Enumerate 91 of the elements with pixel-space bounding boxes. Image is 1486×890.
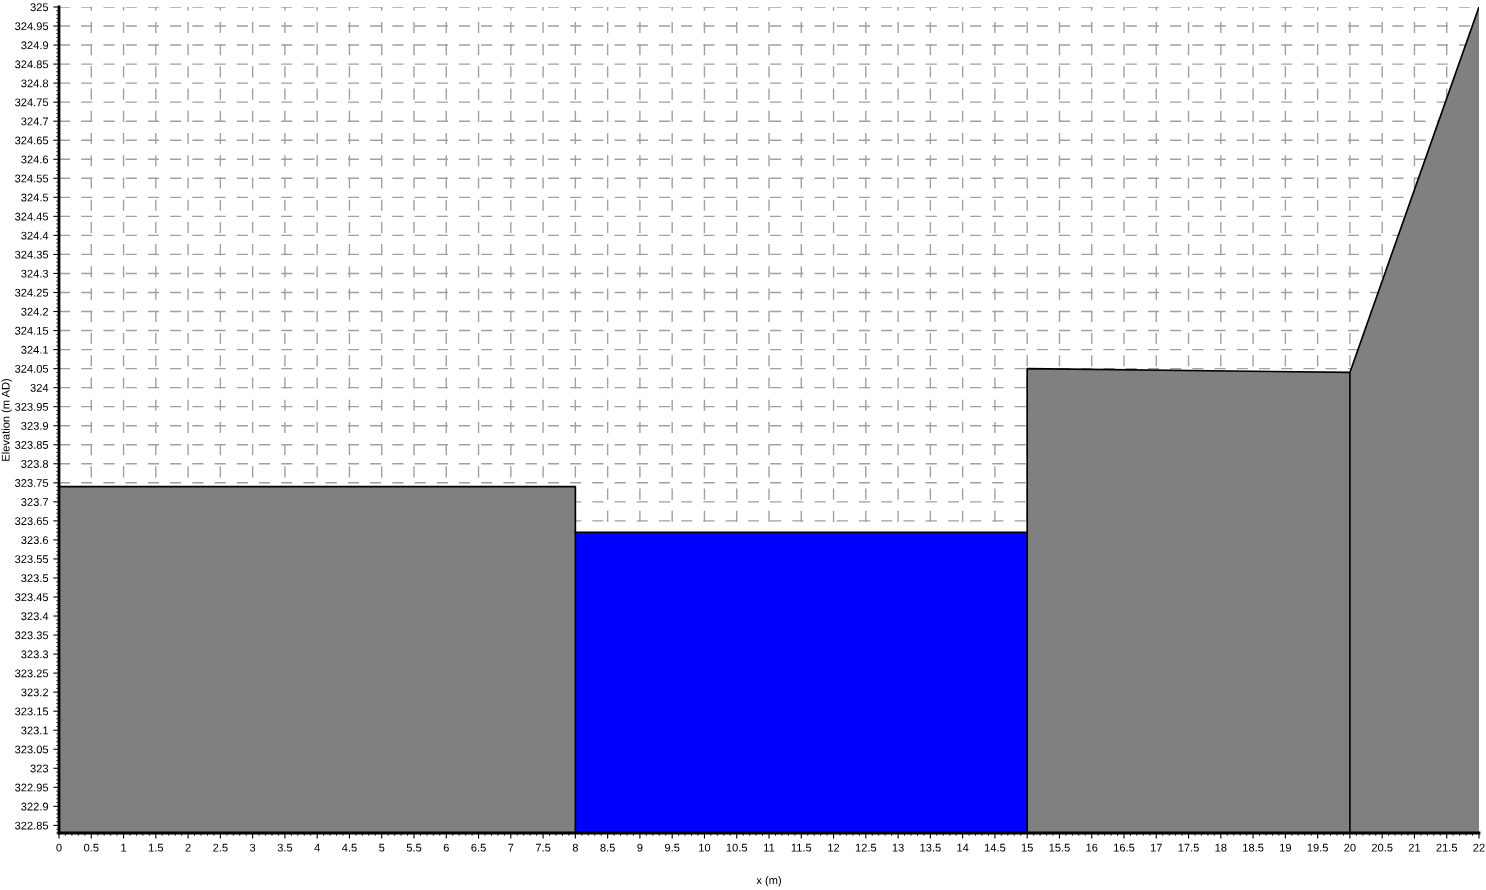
x-tick-label: 22: [1473, 843, 1485, 852]
y-tick-label: 324.2: [21, 307, 49, 316]
x-tick-label: 9.5: [664, 843, 680, 852]
y-tick-label: 324.85: [15, 60, 49, 69]
y-tick-label: 324.65: [15, 136, 49, 145]
x-tick-label: 14.5: [984, 843, 1006, 852]
y-tick-label: 323.45: [15, 593, 49, 602]
x-tick-label: 4: [314, 843, 320, 852]
x-tick-label: 13: [892, 843, 904, 852]
y-tick-label: 324.45: [15, 212, 49, 221]
y-tick-label: 323.9: [21, 421, 49, 430]
x-tick-label: 8: [572, 843, 578, 852]
y-tick-label: 324.25: [15, 288, 49, 297]
y-tick-label: 324: [30, 383, 49, 392]
x-tick-label: 4.5: [341, 843, 357, 852]
x-tick-label: 19: [1280, 843, 1292, 852]
y-tick-label: 323.2: [21, 688, 49, 697]
x-tick-label: 17: [1150, 843, 1162, 852]
x-tick-label: 2.5: [213, 843, 228, 852]
x-tick-label: 17.5: [1178, 843, 1199, 852]
y-tick-label: 323.8: [21, 460, 49, 468]
x-tick-label: 1.5: [148, 843, 164, 852]
x-tick-label: 20: [1344, 843, 1356, 852]
x-tick-label: 12: [828, 843, 840, 852]
x-tick-label: 13.5: [920, 843, 941, 852]
x-tick-label: 1: [121, 843, 127, 852]
y-tick-label: 323.85: [15, 441, 49, 449]
x-tick-label: 16: [1086, 843, 1098, 852]
x-tick-label: 12.5: [855, 843, 877, 852]
y-tick-label: 324.9: [21, 41, 49, 50]
y-tick-label: 324.05: [15, 364, 49, 373]
x-tick-label: 5: [379, 843, 385, 852]
y-tick-label: 324.4: [21, 231, 49, 240]
y-tick-label: 323.75: [15, 479, 49, 487]
y-tick-label: 323.25: [15, 669, 49, 678]
x-tick-label: 14: [957, 843, 969, 852]
x-tick-label: 6: [443, 843, 449, 852]
x-tick-label: 7.5: [535, 843, 551, 852]
x-tick-label: 0: [56, 843, 62, 852]
x-tick-label: 3.5: [277, 843, 293, 852]
y-tick-label: 322.9: [21, 802, 49, 811]
y-tick-label: 323.95: [15, 402, 49, 411]
y-tick-label: 324.75: [15, 98, 49, 107]
x-axis-title: x (m): [756, 876, 781, 887]
x-tick-label: 3: [249, 843, 256, 852]
x-tick-label: 11.5: [791, 843, 812, 852]
y-tick-label: 325: [30, 3, 49, 12]
x-tick-label: 6.5: [471, 843, 486, 852]
y-tick-label: 324.15: [15, 326, 49, 335]
y-tick-label: 322.85: [15, 821, 49, 830]
x-tick-label: 2: [185, 843, 191, 852]
y-tick-label: 324.95: [15, 22, 49, 31]
x-tick-label: 10.5: [726, 843, 748, 852]
y-tick-label: 324.7: [21, 117, 49, 126]
x-tick-label: 15.5: [1049, 843, 1070, 852]
y-tick-label: 323.05: [15, 745, 49, 754]
x-tick-label: 18: [1215, 843, 1227, 852]
y-tick-label: 324.5: [21, 193, 49, 202]
y-tick-label: 324.6: [21, 155, 49, 164]
x-tick-label: 11: [764, 843, 775, 852]
y-tick-label: 323.55: [15, 555, 49, 564]
y-tick-label: 324.8: [21, 79, 49, 88]
x-tick-label: 19.5: [1307, 843, 1328, 852]
x-tick-label: 0.5: [83, 843, 99, 852]
x-tick-label: 16.5: [1114, 843, 1135, 852]
y-axis-title: Elevation (m AD): [1, 379, 12, 461]
x-tick-label: 7: [508, 843, 514, 852]
y-tick-label: 324.3: [21, 269, 49, 278]
y-tick-label: 324.55: [15, 174, 49, 183]
y-tick-label: 322.95: [15, 783, 49, 792]
x-tick-label: 8.5: [600, 843, 615, 852]
x-tick-label: 5.5: [406, 843, 422, 852]
y-tick-label: 324.35: [15, 250, 49, 259]
x-tick-label: 20.5: [1371, 843, 1393, 852]
y-tick-label: 323.6: [21, 536, 49, 545]
y-tick-label: 324.1: [21, 345, 49, 354]
x-tick-label: 21.5: [1436, 843, 1458, 852]
x-tick-label: 18.5: [1243, 843, 1264, 852]
x-tick-label: 15: [1021, 843, 1033, 852]
x-tick-label: 21: [1408, 843, 1421, 852]
y-tick-label: 323.15: [15, 707, 49, 716]
y-tick-label: 323.5: [21, 574, 49, 583]
y-tick-label: 323.4: [21, 612, 49, 621]
y-tick-label: 323.3: [21, 650, 49, 659]
x-tick-label: 10: [699, 843, 711, 852]
y-tick-label: 323.35: [15, 631, 49, 640]
x-tick-label: 9: [637, 843, 643, 852]
y-tick-label: 323.65: [15, 517, 49, 526]
y-tick-label: 323.7: [21, 498, 49, 506]
y-tick-label: 323: [30, 764, 49, 773]
y-tick-label: 323.1: [21, 726, 49, 735]
